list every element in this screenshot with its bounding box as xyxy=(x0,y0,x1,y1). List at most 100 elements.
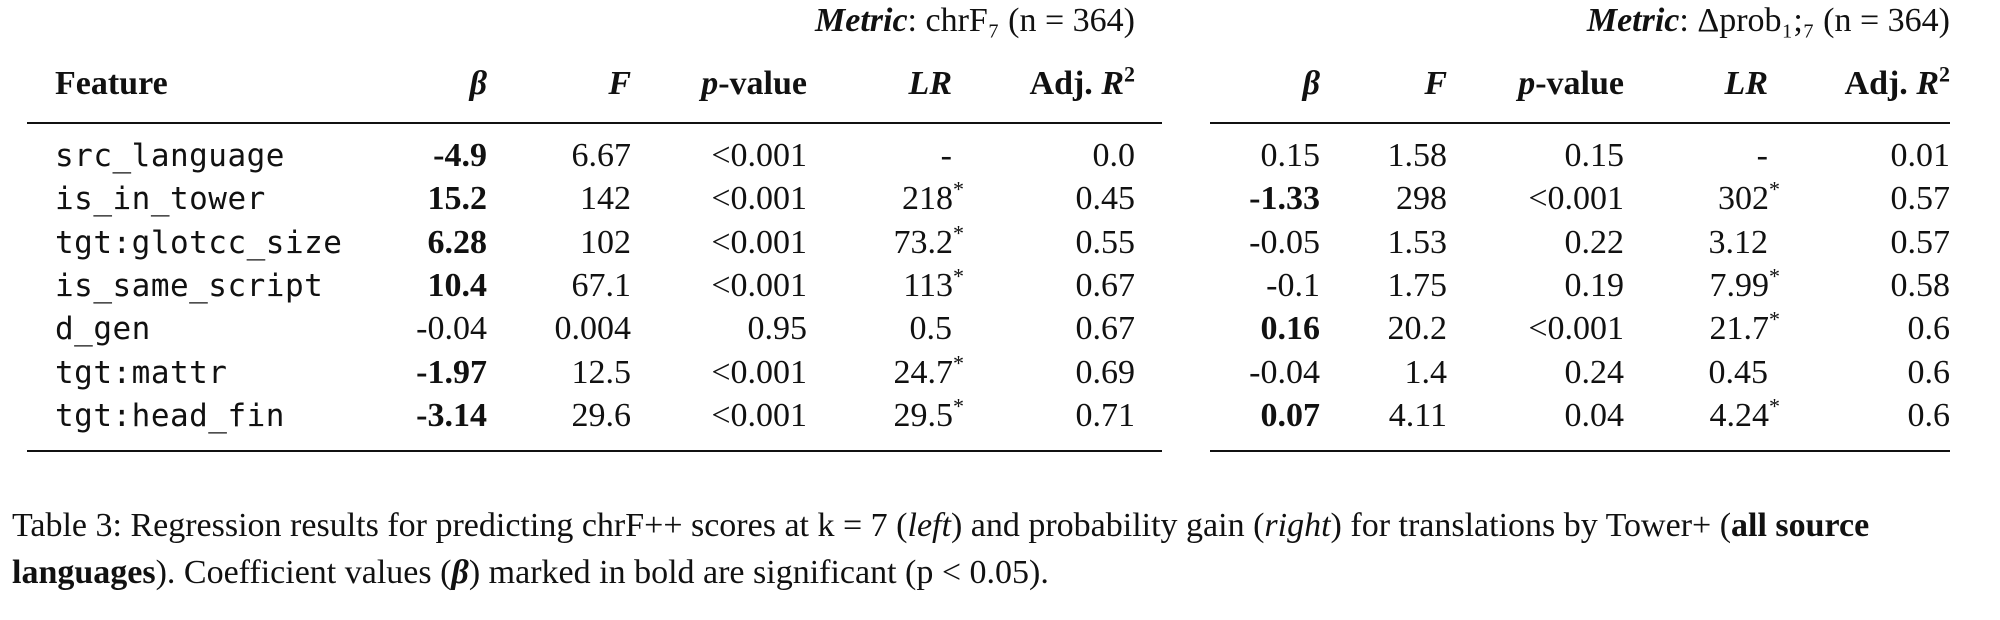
left-f-cell: 29.6 xyxy=(571,396,632,434)
left-lr-significance-star: * xyxy=(953,176,964,202)
right-f-cell: 20.2 xyxy=(1387,310,1448,348)
right-beta-cell: -0.05 xyxy=(1249,223,1320,261)
left-metric-header: Metric: chrF₇ (n = 364) xyxy=(815,2,1135,40)
left-lr-cell: 218* xyxy=(902,177,964,221)
right-header-adj-r2: Adj. R2 xyxy=(1845,62,1950,106)
caption-text-5: ) marked in bold are significant (p < 0.… xyxy=(468,554,1049,591)
right-adj-r2-cell: 0.58 xyxy=(1890,266,1951,304)
left-adj-r2-cell: 0.0 xyxy=(1092,137,1136,174)
right-beta-cell: 0.07 xyxy=(1260,396,1321,434)
left-f-cell: 6.67 xyxy=(571,137,632,174)
right-f-cell: 4.11 xyxy=(1388,396,1447,434)
left-beta-cell: 6.28 xyxy=(427,223,488,261)
left-lr-value: - xyxy=(940,137,952,174)
left-lr-value: 218 xyxy=(902,180,953,218)
right-p-cell: 0.15 xyxy=(1564,137,1625,174)
left-p-cell: 0.95 xyxy=(747,310,808,348)
right-beta-cell: -0.04 xyxy=(1249,353,1320,391)
left-lr-value: 24.7 xyxy=(893,353,954,391)
left-lr-cell: 0.5 xyxy=(910,307,953,351)
left-f-cell: 102 xyxy=(580,223,631,261)
left-adj-r2-cell: 0.69 xyxy=(1075,353,1136,391)
left-header-pvalue: p-value xyxy=(701,62,807,106)
right-p-cell: <0.001 xyxy=(1528,180,1624,218)
right-lr-value: 4.24 xyxy=(1709,396,1770,434)
right-lr-value: 302 xyxy=(1718,180,1769,218)
left-beta-cell: -0.04 xyxy=(416,310,487,348)
right-adj-r2-cell: 0.57 xyxy=(1890,180,1951,218)
feature-name: tgt:head_fin xyxy=(55,397,285,434)
feature-name: is_in_tower xyxy=(55,181,266,218)
right-header-lr: LR xyxy=(1724,65,1768,102)
right-beta-cell: 0.16 xyxy=(1260,310,1321,348)
table-caption: Table 3: Regression results for predicti… xyxy=(12,502,1987,596)
right-header-beta: β xyxy=(1302,65,1320,102)
right-lr-value: - xyxy=(1756,137,1768,174)
left-f-cell: 142 xyxy=(580,180,631,218)
left-adj-r2-cell: 0.71 xyxy=(1075,396,1136,434)
right-lr-cell: 302* xyxy=(1718,177,1780,221)
left-lr-value: 0.5 xyxy=(909,310,953,348)
left-header-value: -value xyxy=(718,65,807,102)
right-header-adj: Adj. R xyxy=(1844,65,1939,102)
right-adj-r2-cell: 0.01 xyxy=(1890,137,1951,174)
left-beta-cell: 15.2 xyxy=(427,180,488,218)
caption-beta: β xyxy=(451,554,469,591)
right-f-cell: 298 xyxy=(1396,180,1447,218)
left-adj-r2-cell: 0.55 xyxy=(1075,223,1136,261)
left-p-cell: <0.001 xyxy=(711,180,807,218)
left-f-cell: 0.004 xyxy=(554,310,632,348)
right-p-cell: 0.19 xyxy=(1564,266,1625,304)
caption-bold: all source languages xyxy=(12,507,1870,591)
right-lr-significance-star: * xyxy=(1769,306,1780,332)
left-f-cell: 12.5 xyxy=(571,353,632,391)
left-lr-value: 73.2 xyxy=(893,223,954,261)
feature-name: d_gen xyxy=(55,311,151,348)
right-f-cell: 1.75 xyxy=(1387,266,1448,304)
right-adj-r2-cell: 0.6 xyxy=(1907,396,1951,434)
left-header-adj: Adj. R xyxy=(1029,65,1124,102)
left-header-rule xyxy=(27,122,1162,124)
right-lr-cell: 0.45 xyxy=(1709,351,1769,395)
right-p-cell: <0.001 xyxy=(1528,310,1624,348)
right-lr-significance-star: * xyxy=(1769,263,1780,289)
right-lr-cell: 21.7* xyxy=(1710,307,1781,351)
right-header-p: p xyxy=(1518,65,1536,102)
right-lr-significance-star: * xyxy=(1769,176,1780,202)
left-beta-cell: 10.4 xyxy=(427,266,488,304)
feature-name: tgt:mattr xyxy=(55,354,228,391)
right-header-value: -value xyxy=(1535,65,1624,102)
right-adj-r2-cell: 0.6 xyxy=(1907,353,1951,391)
right-header-f: F xyxy=(1424,65,1447,102)
right-adj-r2-cell: 0.57 xyxy=(1890,223,1951,261)
right-header-pvalue: p-value xyxy=(1518,62,1624,106)
header-feature: Feature xyxy=(55,65,168,102)
left-bottom-rule xyxy=(27,450,1162,452)
right-beta-cell: -0.1 xyxy=(1266,266,1320,304)
feature-name: src_language xyxy=(55,138,285,174)
right-header-rule xyxy=(1210,122,1950,124)
right-metric-header: Metric: Δprob₁;₇ (n = 364) xyxy=(1587,2,1950,40)
left-metric-text: : chrF₇ (n = 364) xyxy=(907,2,1135,39)
right-lr-cell: 3.12 xyxy=(1709,221,1769,265)
left-f-cell: 67.1 xyxy=(571,266,632,304)
left-p-cell: <0.001 xyxy=(711,266,807,304)
caption-left: left xyxy=(907,507,951,544)
left-lr-value: 113 xyxy=(903,266,953,304)
right-lr-value: 7.99 xyxy=(1709,266,1770,304)
right-p-cell: 0.04 xyxy=(1564,396,1625,434)
feature-name: is_same_script xyxy=(55,267,324,304)
left-adj-r2-cell: 0.45 xyxy=(1075,180,1136,218)
left-header-lr: LR xyxy=(908,65,952,102)
left-adj-r2-cell: 0.67 xyxy=(1075,310,1136,348)
left-lr-significance-star: * xyxy=(953,350,964,376)
left-beta-cell: -4.9 xyxy=(433,137,487,174)
left-adj-r2-cell: 0.67 xyxy=(1075,266,1136,304)
left-p-cell: <0.001 xyxy=(711,353,807,391)
left-lr-value: 29.5 xyxy=(893,396,954,434)
right-lr-value: 3.12 xyxy=(1708,223,1769,261)
right-lr-cell: - xyxy=(1757,134,1768,178)
left-beta-cell: -1.97 xyxy=(416,353,487,391)
left-p-cell: <0.001 xyxy=(711,223,807,261)
left-p-cell: <0.001 xyxy=(711,137,807,174)
